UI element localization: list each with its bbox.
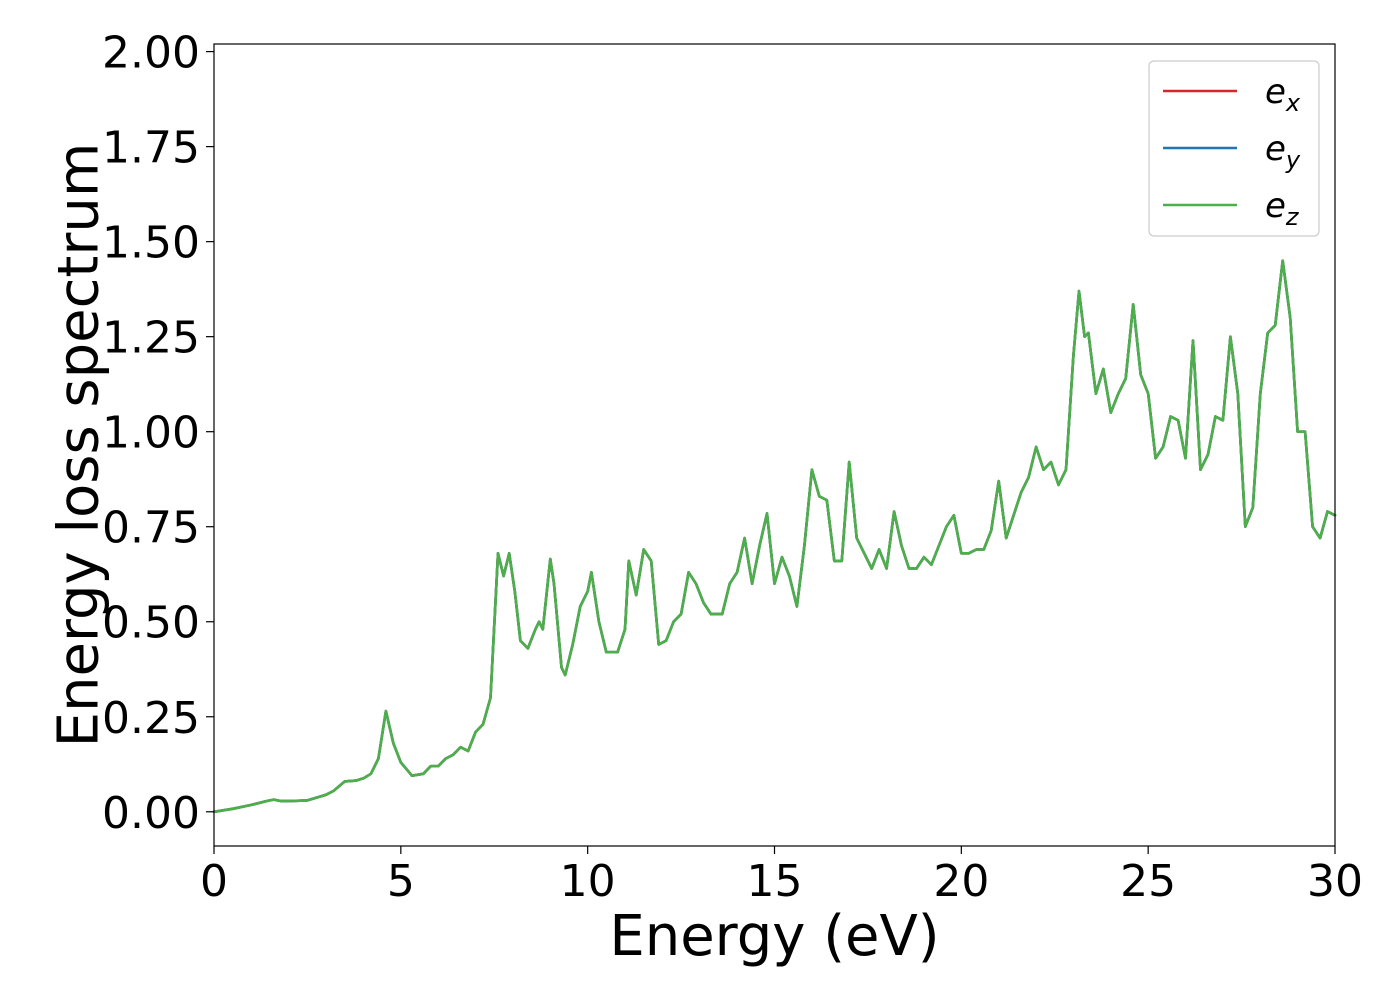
x-tick-label: 15 [747, 856, 803, 907]
y-axis-title: Energy loss spectrum [47, 143, 112, 748]
x-tick-label: 0 [200, 856, 228, 907]
y-tick-label: 1.25 [102, 313, 200, 364]
legend-label-base: e [1265, 72, 1286, 112]
y-tick-label: 1.00 [102, 408, 200, 459]
legend-label-y: ey [1265, 129, 1301, 174]
x-tick-label: 30 [1307, 856, 1363, 907]
legend-label-subscript: x [1285, 89, 1301, 117]
x-tick-label: 25 [1120, 856, 1176, 907]
legend-label-z: ez [1265, 186, 1300, 231]
series-line-e-z [212, 259, 1337, 814]
y-tick-label: 0.75 [102, 503, 200, 554]
y-tick-label: 0.00 [102, 788, 200, 839]
legend-label-subscript: z [1285, 203, 1300, 231]
legend-label-x: ex [1265, 72, 1301, 117]
y-tick-label: 0.25 [102, 693, 200, 744]
y-tick-label: 0.50 [102, 598, 200, 649]
series-layer [212, 259, 1337, 814]
y-tick-label: 1.75 [102, 123, 200, 174]
legend-label-base: e [1265, 129, 1286, 169]
x-tick-label: 20 [933, 856, 989, 907]
x-tick-label: 10 [560, 856, 616, 907]
y-tick-label: 2.00 [102, 28, 200, 79]
y-axis-ticks: 0.00 0.25 0.50 0.75 1.00 1.25 1.50 1.75 2.00 [102, 28, 214, 839]
y-tick-label: 1.50 [102, 218, 200, 269]
legend-label-base: e [1265, 186, 1286, 226]
x-axis-title: Energy (eV) [609, 904, 939, 969]
x-tick-label: 5 [387, 856, 415, 907]
legend-label-subscript: y [1285, 146, 1301, 174]
x-axis-ticks: 0 5 10 15 20 25 30 [200, 846, 1363, 907]
